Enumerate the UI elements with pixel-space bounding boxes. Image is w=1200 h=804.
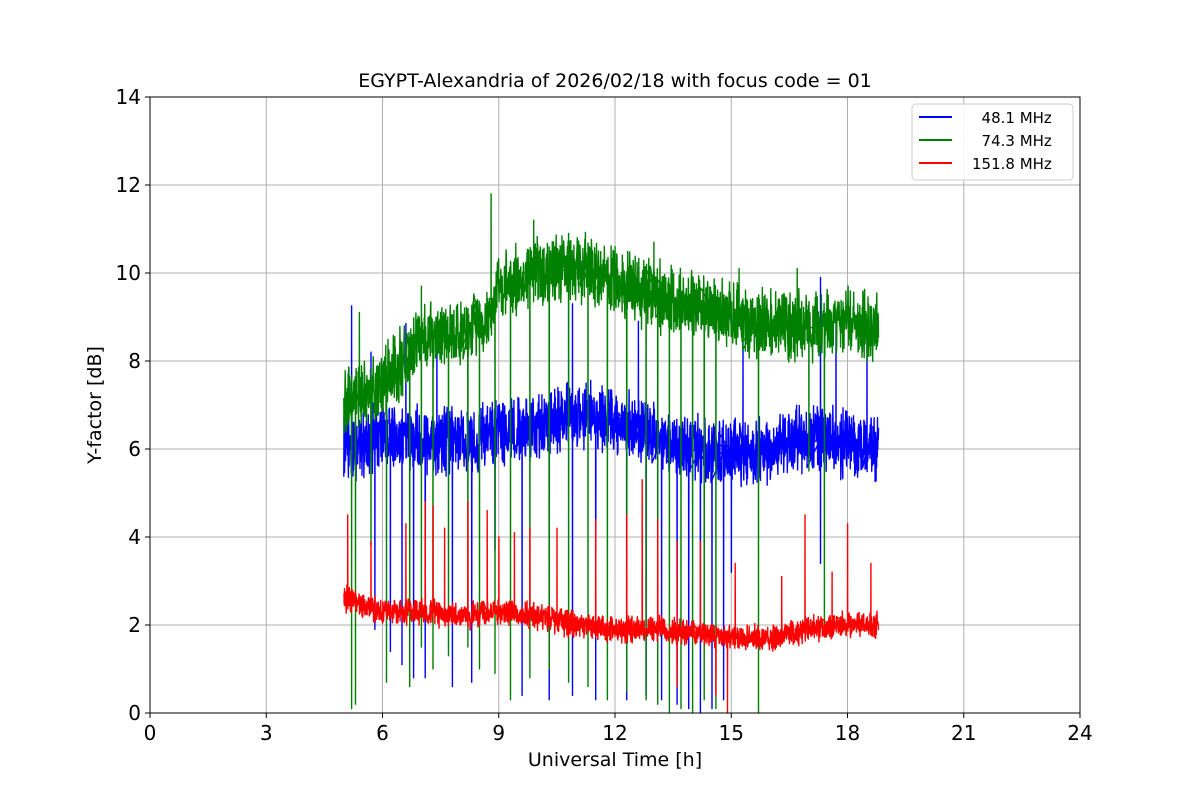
series-line-0 — [343, 276, 880, 714]
y-tick-label: 10 — [116, 261, 141, 285]
y-tick-label: 12 — [116, 173, 141, 197]
y-tick-label: 14 — [116, 85, 141, 109]
legend-label-48mhz: 48.1 MHz — [972, 109, 1052, 127]
x-tick-label: 18 — [835, 721, 860, 745]
series-line-1 — [343, 193, 880, 714]
x-tick-label: 9 — [492, 721, 505, 745]
legend-label-151mhz: 151.8 MHz — [972, 155, 1052, 173]
chart-title: EGYPT-Alexandria of 2026/02/18 with focu… — [358, 70, 872, 92]
x-tick-label: 24 — [1067, 721, 1092, 745]
x-tick-label: 21 — [951, 721, 976, 745]
y-tick-label: 0 — [128, 701, 141, 725]
series-line-2 — [343, 479, 880, 714]
y-tick-label: 2 — [128, 613, 141, 637]
y-tick-label: 6 — [128, 437, 141, 461]
x-tick-label: 15 — [719, 721, 744, 745]
legend-label-74mhz: 74.3 MHz — [972, 132, 1052, 150]
x-axis-label: Universal Time [h] — [528, 749, 702, 771]
x-tick-label: 6 — [376, 721, 389, 745]
x-tick-label: 12 — [602, 721, 627, 745]
x-tick-label: 3 — [260, 721, 273, 745]
y-tick-label: 4 — [128, 525, 141, 549]
legend: 48.1 MHz 74.3 MHz 151.8 MHz — [911, 103, 1074, 181]
y-tick-label: 8 — [128, 349, 141, 373]
x-tick-label: 0 — [144, 721, 157, 745]
legend-box — [911, 103, 1074, 181]
y-axis-label: Y-factor [dB] — [84, 346, 106, 465]
series-lines — [343, 193, 880, 714]
